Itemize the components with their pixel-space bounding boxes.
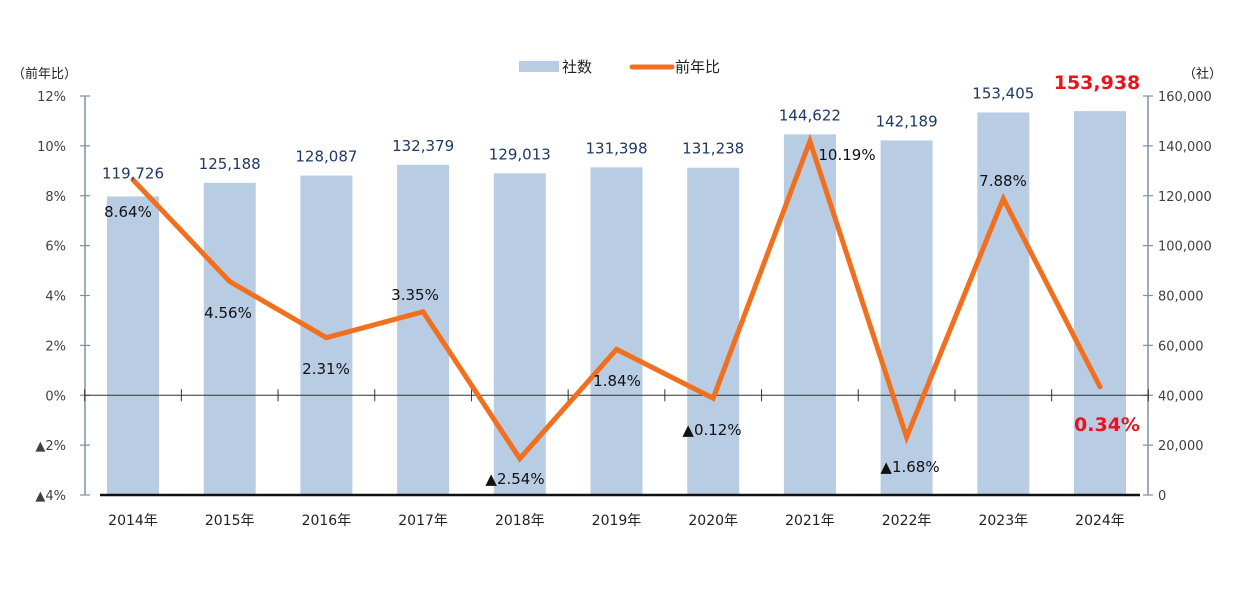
legend-swatch-bar — [519, 61, 559, 72]
left-tick-label: 10% — [37, 140, 66, 155]
yoy-value-label: 3.35% — [391, 286, 439, 304]
left-tick-label: ▲4% — [35, 489, 66, 504]
left-tick-label: 8% — [45, 190, 66, 205]
bar-2023年 — [977, 112, 1030, 495]
category-label: 2014年 — [108, 513, 158, 529]
right-tick-label: 40,000 — [1158, 389, 1204, 404]
bar-value-label: 144,622 — [779, 106, 841, 124]
bar-value-label: 131,398 — [585, 139, 647, 157]
left-tick-label: 6% — [45, 240, 66, 255]
category-label: 2021年 — [785, 513, 835, 529]
bar-value-label: 132,379 — [392, 137, 454, 155]
bar-value-label: 119,726 — [102, 164, 164, 182]
yoy-value-label: 7.88% — [979, 172, 1027, 190]
category-label: 2024年 — [1075, 513, 1125, 529]
right-tick-label: 140,000 — [1158, 140, 1212, 155]
right-axis-label: （社） — [1183, 66, 1222, 82]
bar-value-label: 153,938 — [1054, 72, 1141, 94]
bar-value-label: 153,405 — [972, 84, 1034, 102]
category-label: 2022年 — [882, 513, 932, 529]
yoy-value-label: 8.64% — [104, 203, 152, 221]
bar-value-label: 142,189 — [876, 112, 938, 130]
yoy-value-label: 0.34% — [1074, 414, 1140, 436]
bar-2018年 — [493, 173, 546, 495]
category-label: 2023年 — [978, 513, 1028, 529]
bar-2014年 — [107, 196, 159, 495]
category-label: 2016年 — [302, 513, 352, 529]
bar-2015年 — [203, 182, 256, 495]
bar-series — [107, 111, 1126, 496]
left-tick-label: 12% — [37, 90, 66, 105]
bar-2020年 — [687, 167, 740, 496]
right-tick-label: 20,000 — [1158, 439, 1204, 454]
yoy-value-label: ▲1.68% — [880, 458, 939, 476]
right-tick-label: 120,000 — [1158, 190, 1212, 205]
bar-value-label: 129,013 — [489, 145, 551, 163]
left-tick-label: 4% — [45, 290, 66, 305]
left-tick-label: ▲2% — [35, 439, 66, 454]
bar-2017年 — [397, 164, 450, 495]
legend-label-bar: 社数 — [562, 58, 592, 76]
right-tick-label: 80,000 — [1158, 290, 1204, 305]
line-series — [130, 133, 1103, 463]
axes: 12% 10% 8% 6% 4% 2% 0% ▲2% ▲4% 160,000 140,000 120,… — [35, 90, 1211, 529]
category-label: 2018年 — [495, 513, 545, 529]
bar-value-label: 131,238 — [682, 140, 744, 158]
left-tick-label: 0% — [45, 389, 66, 404]
bar-2024年 — [1074, 111, 1126, 495]
right-tick-label: 0 — [1158, 489, 1166, 504]
bar-value-label: 128,087 — [295, 148, 357, 166]
right-tick-label: 100,000 — [1158, 240, 1212, 255]
yoy-value-label: 1.84% — [593, 372, 641, 390]
yoy-value-label: ▲2.54% — [485, 470, 544, 488]
bar-value-label: 125,188 — [199, 155, 261, 173]
right-tick-label: 60,000 — [1158, 339, 1204, 354]
bar-2019年 — [590, 167, 643, 495]
data-labels: 119,726 125,188 128,087 132,379 129,013 131,3… — [102, 72, 1140, 488]
category-label: 2019年 — [592, 513, 642, 529]
yoy-value-label: 10.19% — [818, 146, 875, 164]
left-tick-label: 2% — [45, 339, 66, 354]
left-axis-label: （前年比） — [12, 66, 77, 82]
legend: 社数 前年比 — [519, 58, 720, 76]
category-label: 2020年 — [688, 513, 738, 529]
right-tick-label: 160,000 — [1158, 90, 1212, 105]
yoy-value-label: 2.31% — [302, 360, 350, 378]
category-label: 2015年 — [205, 513, 255, 529]
category-label: 2017年 — [398, 513, 448, 529]
yoy-value-label: 4.56% — [204, 304, 252, 322]
yoy-value-label: ▲0.12% — [682, 421, 741, 439]
legend-label-line: 前年比 — [675, 58, 720, 76]
